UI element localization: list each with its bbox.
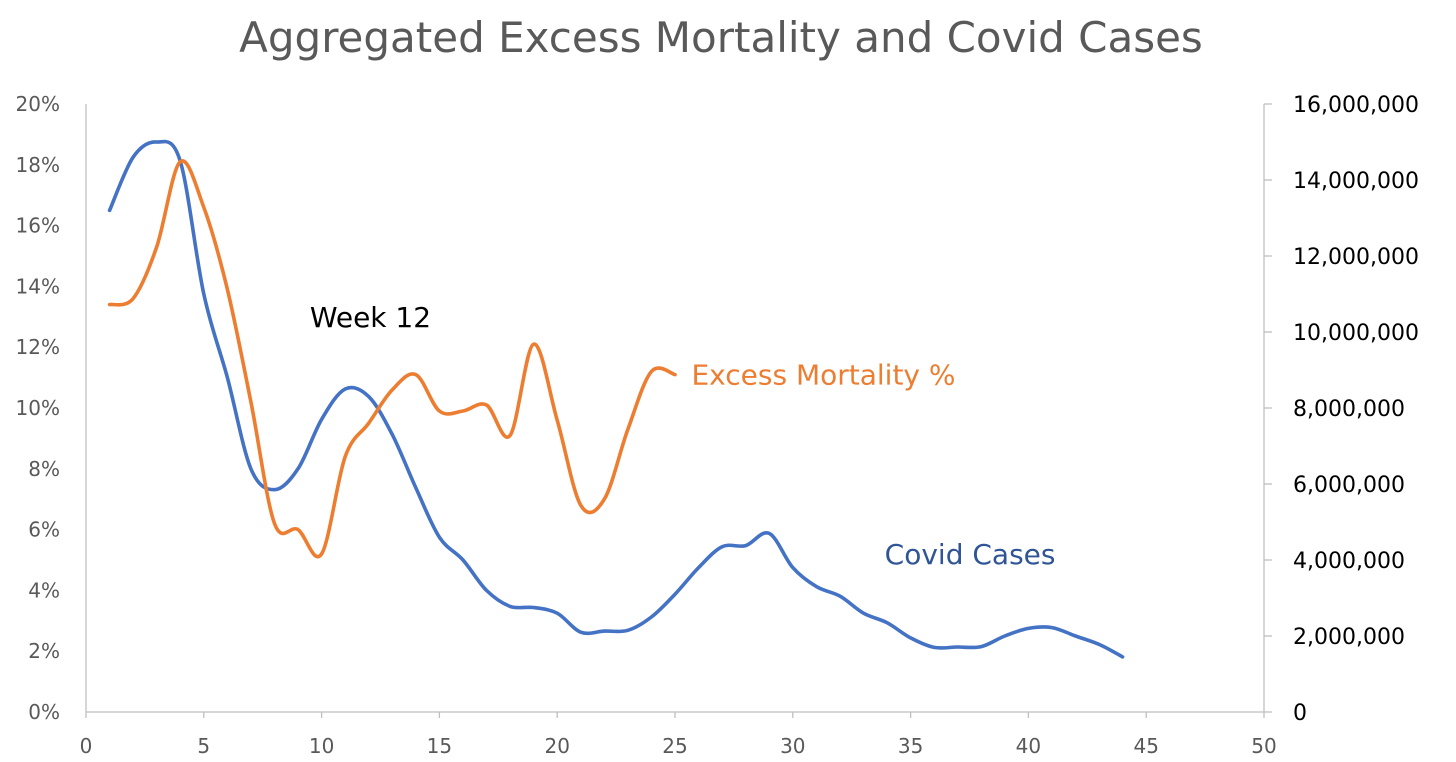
y2-tick-label: 12,000,000 <box>1293 245 1419 270</box>
y-tick-label: 2% <box>28 639 60 663</box>
chart-title: Aggregated Excess Mortality and Covid Ca… <box>239 13 1203 62</box>
x-tick-label: 35 <box>898 734 923 758</box>
y-tick-label: 20% <box>16 92 60 116</box>
annotation-label: Week 12 <box>310 301 431 334</box>
y-tick-label: 0% <box>28 700 60 724</box>
y2-tick-label: 8,000,000 <box>1293 397 1405 422</box>
y2-tick-label: 4,000,000 <box>1293 549 1405 574</box>
x-tick-label: 30 <box>780 734 805 758</box>
y2-tick-label: 14,000,000 <box>1293 169 1419 194</box>
y-tick-label: 10% <box>16 396 60 420</box>
y2-tick-label: 0 <box>1293 701 1307 726</box>
x-tick-label: 25 <box>662 734 687 758</box>
x-tick-label: 20 <box>544 734 569 758</box>
y-tick-label: 12% <box>16 335 60 359</box>
y2-tick-label: 6,000,000 <box>1293 473 1405 498</box>
series-lines <box>107 139 1125 659</box>
x-tick-label: 5 <box>197 734 210 758</box>
y2-tick-label: 2,000,000 <box>1293 625 1405 650</box>
right-y-axis-ticks: 0 2,000,000 4,000,000 6,000,000 8,000,000 10,… <box>1264 93 1419 726</box>
y-tick-label: 8% <box>28 457 60 481</box>
x-axis-ticks: 0 5 10 15 20 25 30 35 40 45 50 <box>80 712 1277 758</box>
x-tick-label: 45 <box>1133 734 1158 758</box>
y2-tick-label: 10,000,000 <box>1293 321 1419 346</box>
y-tick-label: 16% <box>16 214 60 238</box>
x-tick-label: 0 <box>80 734 93 758</box>
x-tick-label: 10 <box>309 734 334 758</box>
y2-tick-label: 16,000,000 <box>1293 93 1419 118</box>
left-y-axis-ticks: 0% 2% 4% 6% 8% 10% 12% 14% 16% 18% 20% <box>16 92 60 724</box>
x-tick-label: 40 <box>1016 734 1041 758</box>
excess-mortality-line <box>107 159 677 559</box>
x-tick-label: 15 <box>427 734 452 758</box>
annotation-label: Covid Cases <box>885 538 1056 571</box>
y-tick-label: 6% <box>28 518 60 542</box>
annotations: Week 12 Excess Mortality % Covid Cases <box>310 301 1056 571</box>
x-tick-label: 50 <box>1251 734 1276 758</box>
annotation-label: Excess Mortality % <box>691 359 955 392</box>
covid-cases-line <box>107 139 1125 659</box>
y-tick-label: 18% <box>16 153 60 177</box>
y-tick-label: 14% <box>16 274 60 298</box>
y-tick-label: 4% <box>28 578 60 602</box>
